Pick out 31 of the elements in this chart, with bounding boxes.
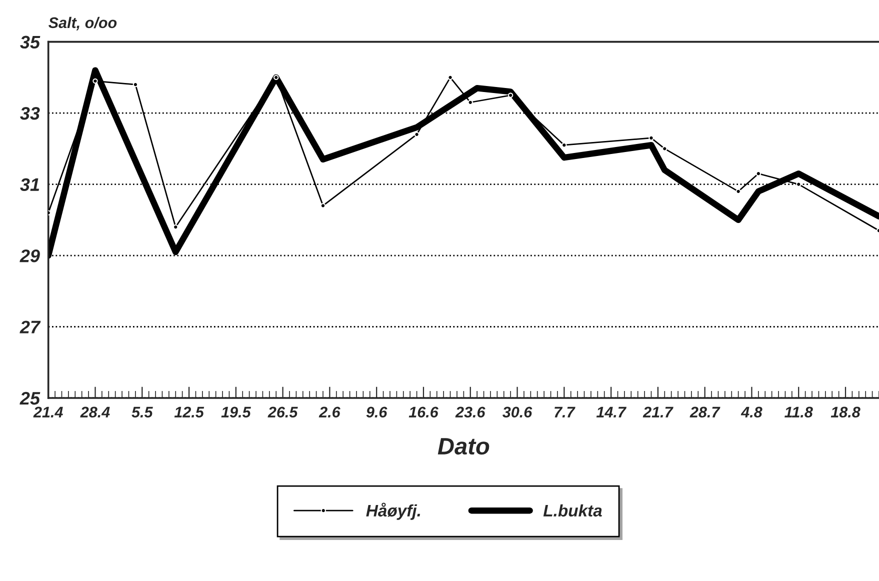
legend-label: L.bukta [543,504,602,517]
x-tick-label: 21.4 [33,406,63,418]
x-tick-label: 2.6 [318,406,340,418]
x-tick-label: 14.7 [596,406,627,418]
x-tick-label: 18.8 [830,406,860,418]
x-tick-label: 4.8 [740,406,762,418]
x-tick-label: 30.6 [502,406,532,418]
x-axis-title: Dato [438,438,490,455]
x-tick-label: 5.5 [132,406,153,418]
x-tick-label: 28.4 [80,406,110,418]
x-tick-label: 12.5 [174,406,204,418]
legend-label: Håøyfj. [366,502,420,520]
x-tick-label: 26.5 [268,406,298,418]
x-tick-label: 21.7 [642,406,674,418]
point [274,74,279,80]
x-tick-label: 16.6 [408,406,438,418]
y-tick-label: 25 [20,392,40,405]
y-tick-label: 27 [20,320,41,334]
y-tick-label: 29 [20,249,40,262]
x-tick-label: 23.6 [455,406,486,418]
y-axis-title: Salt, o/oo [48,16,117,30]
x-tick-label: 28.7 [690,406,720,418]
point [92,78,98,84]
x-tick-label: 11.8 [784,406,813,418]
x-tick-label: 19.5 [221,406,251,418]
x-tick-label: 9.6 [366,406,388,418]
point [508,92,514,98]
y-tick-label: 31 [20,178,40,192]
y-tick-label: 35 [20,36,40,49]
x-tick-label: 7.7 [554,406,576,418]
y-tick-label: 33 [20,106,40,120]
